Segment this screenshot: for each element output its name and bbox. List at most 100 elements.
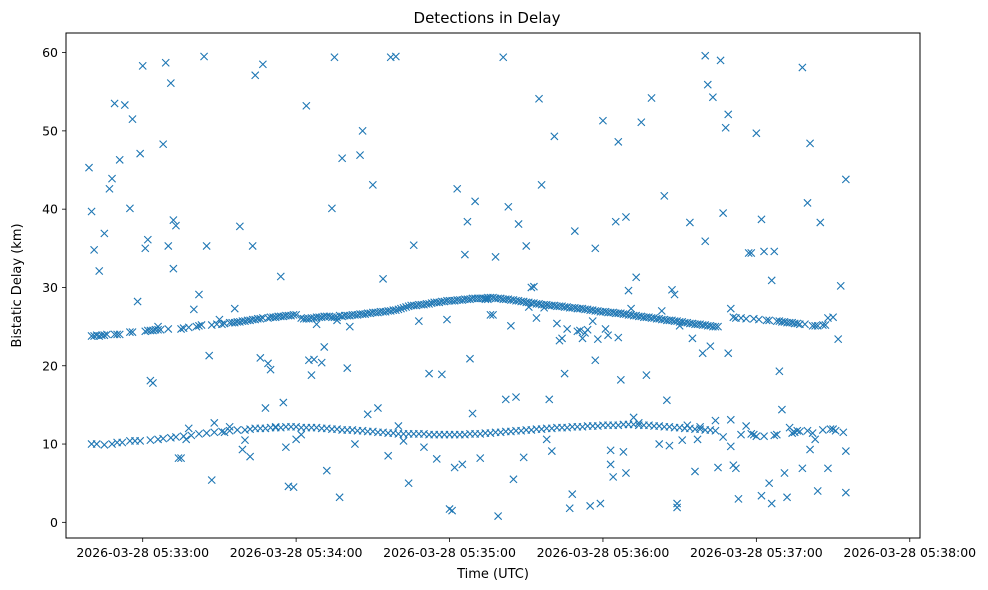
data-point xyxy=(471,197,480,206)
data-point xyxy=(673,503,682,512)
data-point xyxy=(841,175,850,184)
data-point xyxy=(775,367,784,376)
data-point xyxy=(174,454,183,463)
data-point xyxy=(164,241,173,250)
x-axis-title: Time (UTC) xyxy=(456,567,529,582)
data-point xyxy=(670,290,679,299)
data-point xyxy=(391,306,400,315)
data-point xyxy=(384,451,393,460)
data-point xyxy=(655,440,664,449)
data-point xyxy=(169,216,178,225)
data-point xyxy=(87,207,96,216)
data-point xyxy=(742,422,751,431)
data-point xyxy=(780,469,789,478)
data-point xyxy=(818,425,827,434)
data-point xyxy=(747,249,756,257)
data-point xyxy=(404,479,413,488)
data-point xyxy=(343,364,352,373)
data-point xyxy=(491,252,500,261)
data-point xyxy=(772,430,781,439)
data-point xyxy=(711,426,720,435)
data-point xyxy=(251,71,260,80)
data-point xyxy=(159,140,168,149)
data-point xyxy=(798,464,807,473)
data-point xyxy=(414,317,423,326)
data-point xyxy=(573,327,582,336)
data-point xyxy=(552,319,561,328)
x-tick-label: 2026-03-28 05:36:00 xyxy=(537,545,670,560)
data-point xyxy=(281,443,290,452)
data-point xyxy=(647,93,656,102)
data-point xyxy=(379,274,388,283)
data-point xyxy=(108,174,117,183)
data-point xyxy=(550,132,559,141)
data-point xyxy=(593,335,602,344)
data-point xyxy=(92,440,101,449)
data-point xyxy=(724,110,733,119)
data-point xyxy=(391,52,400,61)
data-point xyxy=(621,213,630,221)
data-point xyxy=(535,94,544,103)
data-point xyxy=(606,460,615,469)
data-point xyxy=(177,454,186,463)
data-point xyxy=(683,421,692,430)
data-point xyxy=(450,463,459,472)
data-point xyxy=(171,221,180,230)
data-point xyxy=(662,396,671,405)
data-point xyxy=(621,469,630,478)
data-point xyxy=(747,429,756,438)
data-point xyxy=(210,418,219,427)
data-point xyxy=(146,436,155,445)
data-point xyxy=(128,115,137,124)
data-point xyxy=(256,353,265,362)
x-axis: 2026-03-28 05:33:00 2026-03-28 05:34:00 20… xyxy=(76,538,976,560)
data-point xyxy=(509,475,518,484)
data-point xyxy=(711,416,720,425)
data-point xyxy=(765,316,774,325)
data-point xyxy=(197,321,206,330)
data-point xyxy=(742,314,751,323)
data-point xyxy=(465,354,474,363)
data-point xyxy=(184,424,193,433)
data-point xyxy=(289,310,298,319)
data-point xyxy=(501,395,510,404)
data-point xyxy=(194,429,203,438)
data-point xyxy=(192,322,201,331)
data-point xyxy=(667,285,676,294)
data-point xyxy=(818,321,827,330)
data-point xyxy=(563,324,572,333)
data-point xyxy=(724,349,733,358)
data-point xyxy=(460,250,469,259)
data-point xyxy=(598,116,607,125)
data-point xyxy=(248,241,257,250)
data-point xyxy=(760,432,769,441)
data-point xyxy=(831,426,840,435)
data-point xyxy=(596,499,605,508)
data-point xyxy=(703,80,712,89)
data-point xyxy=(719,209,728,218)
data-point xyxy=(217,427,226,436)
data-point xyxy=(714,463,722,472)
data-point xyxy=(545,395,554,404)
data-point xyxy=(110,99,119,108)
data-point xyxy=(506,321,515,330)
data-point xyxy=(494,512,503,521)
data-point xyxy=(333,316,342,325)
data-marks xyxy=(85,51,850,521)
data-point xyxy=(616,375,625,384)
data-point xyxy=(731,464,740,473)
data-point xyxy=(133,297,142,306)
data-point xyxy=(399,303,408,312)
data-point xyxy=(115,155,124,164)
y-tick-label: 60 xyxy=(42,45,58,60)
data-point xyxy=(606,446,615,455)
data-point xyxy=(816,218,825,227)
data-point xyxy=(558,334,567,343)
data-point xyxy=(202,241,211,250)
data-point xyxy=(118,438,127,447)
data-point xyxy=(425,299,434,308)
data-point xyxy=(803,426,812,435)
y-tick-label: 20 xyxy=(42,358,58,373)
data-point xyxy=(358,126,367,135)
